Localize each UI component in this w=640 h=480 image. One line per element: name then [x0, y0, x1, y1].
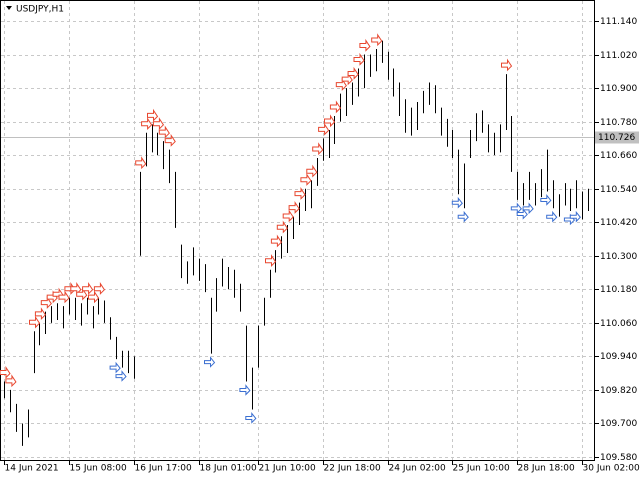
plot-frame — [0, 0, 595, 461]
sell-arrow — [335, 78, 347, 91]
y-tick-label: 110.780 — [600, 118, 637, 128]
sell-arrow — [371, 33, 383, 47]
y-tick-label: 110.300 — [600, 252, 637, 262]
buy-arrow — [457, 210, 469, 223]
sell-arrow — [276, 220, 288, 234]
y-tick-label: 109.580 — [600, 453, 637, 463]
buy-arrow — [510, 202, 522, 215]
sell-arrow — [34, 307, 47, 321]
sell-arrow — [164, 133, 176, 147]
sell-arrow — [152, 117, 165, 131]
last-price-box — [595, 131, 639, 144]
buy-arrow — [569, 210, 581, 223]
menu-arrow[interactable] — [6, 6, 12, 10]
y-tick-label: 111.020 — [600, 51, 637, 61]
x-tick-label: 30 Jun 02:00 — [583, 464, 640, 474]
sell-arrow — [29, 315, 41, 329]
grid-layer — [1, 1, 594, 460]
buy-arrow — [522, 202, 534, 215]
buy-arrow — [451, 196, 463, 209]
buy-arrow — [516, 208, 528, 220]
sell-arrow — [270, 234, 283, 248]
x-tick-label: 15 Jun 08:00 — [70, 464, 127, 474]
buy-arrow — [540, 194, 552, 206]
last-price-label: 110.726 — [598, 133, 635, 143]
sell-arrow — [82, 282, 94, 295]
y-tick-label: 110.420 — [600, 218, 637, 228]
buy-arrow — [239, 384, 251, 396]
sell-arrow — [147, 108, 159, 122]
y-tick-label: 110.660 — [600, 151, 637, 161]
sell-arrow — [318, 122, 330, 136]
sell-arrow — [300, 173, 312, 186]
sell-arrow — [359, 38, 371, 52]
sell-arrow — [265, 254, 277, 267]
buy-arrow — [204, 356, 216, 368]
sell-arrow — [158, 125, 170, 139]
x-tick-label: 25 Jun 10:00 — [453, 464, 510, 474]
sell-arrow — [312, 142, 324, 156]
x-tick-label: 18 Jun 01:00 — [200, 464, 257, 474]
sell-arrow — [341, 72, 353, 86]
y-tick-label: 109.820 — [600, 386, 637, 396]
x-tick-label: 14 Jun 2021 — [5, 464, 59, 474]
x-tick-label: 24 Jun 02:00 — [389, 464, 446, 474]
sell-arrow — [141, 117, 153, 131]
sell-arrow — [329, 100, 342, 114]
x-tick-label: 28 Jun 18:00 — [518, 464, 575, 474]
x-tick-label: 21 Jun 10:00 — [259, 464, 316, 474]
buy-arrow — [115, 370, 127, 382]
sell-arrow — [324, 114, 336, 128]
sell-arrow — [76, 287, 88, 301]
sell-arrow — [40, 296, 52, 309]
sell-arrow — [93, 282, 106, 295]
buy-arrow — [109, 361, 121, 374]
buy-arrow — [546, 210, 558, 223]
sell-arrow — [353, 52, 365, 66]
sell-arrow — [288, 200, 300, 214]
x-tick-label: 22 Jun 18:00 — [324, 464, 381, 474]
sell-arrow — [70, 282, 82, 295]
sell-arrow — [347, 66, 359, 80]
y-tick-label: 111.140 — [600, 17, 637, 27]
sell-arrow — [0, 365, 11, 379]
sell-arrow — [88, 290, 100, 304]
x-tick-label: 16 Jun 17:00 — [135, 464, 192, 474]
buy-arrow — [245, 412, 257, 424]
y-tick-label: 109.700 — [600, 419, 637, 429]
y-tick-label: 110.180 — [600, 285, 637, 295]
sell-arrow — [294, 187, 306, 200]
sell-arrow — [282, 209, 294, 223]
y-tick-label: 109.940 — [600, 352, 637, 362]
sell-arrow — [58, 290, 70, 304]
sell-arrow — [501, 58, 513, 72]
sell-arrow — [5, 374, 17, 388]
chart-title: USDJPY,H1 — [16, 5, 64, 15]
sell-arrow — [306, 164, 318, 178]
y-tick-label: 110.900 — [600, 84, 637, 94]
y-tick-label: 110.540 — [600, 185, 637, 195]
y-tick-label: 110.060 — [600, 319, 637, 329]
sell-arrow — [135, 156, 147, 170]
